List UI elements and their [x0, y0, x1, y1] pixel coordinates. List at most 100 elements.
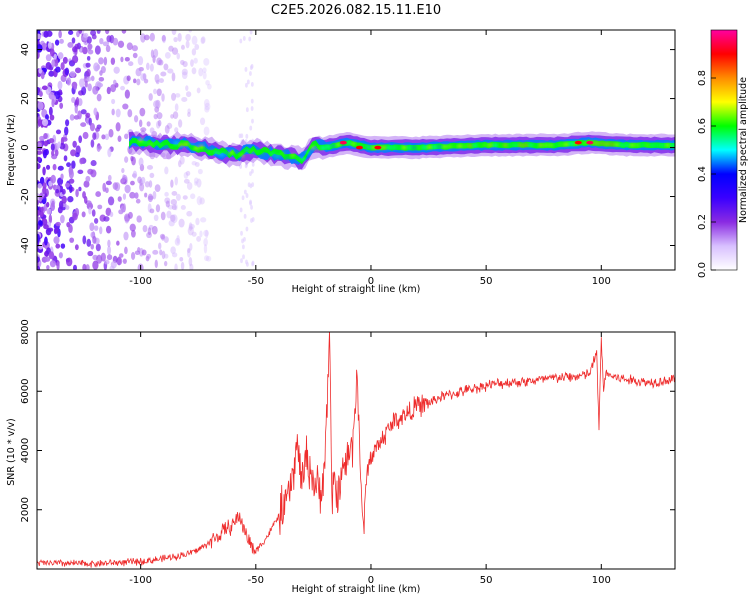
noise-speck [196, 87, 201, 94]
noise-speck [131, 45, 138, 52]
noise-speck [71, 37, 76, 44]
noise-speck [139, 182, 145, 192]
noise-speck [163, 63, 169, 71]
noise-speck [57, 141, 61, 148]
noise-speck [187, 111, 191, 118]
noise-speck [92, 85, 99, 95]
noise-speck [121, 176, 126, 183]
signal-core [568, 142, 574, 146]
noise-speck [204, 106, 210, 113]
noise-speck [46, 30, 53, 37]
noise-speck [78, 30, 83, 34]
noise-speck [118, 253, 124, 258]
noise-speck [139, 107, 146, 117]
noise-speck [58, 252, 63, 259]
noise-speck [93, 107, 98, 116]
noise-speck [45, 164, 51, 170]
noise-speck [187, 108, 191, 114]
noise-speck [67, 42, 74, 48]
noise-speck [124, 56, 130, 62]
noise-speck [248, 36, 252, 42]
noise-speck [110, 57, 116, 65]
noise-speck [87, 250, 94, 257]
noise-speck [89, 123, 95, 132]
colorbar-ticks: 0.0 0.2 0.4 0.6 0.8 [697, 70, 716, 278]
signal-core [224, 152, 230, 155]
noise-speck [63, 155, 68, 162]
noise-speck [86, 55, 91, 61]
noise-speck [60, 214, 65, 224]
snr-y-label: SNR (10 * v/v) [6, 418, 17, 486]
noise-speck [137, 176, 142, 184]
noise-speck [167, 68, 174, 74]
noise-speck [186, 210, 193, 217]
noise-speck [191, 35, 198, 45]
noise-speck [171, 47, 179, 55]
signal-core [401, 146, 407, 149]
noise-speck [93, 218, 99, 224]
noise-speck [55, 129, 62, 135]
noise-speck [117, 135, 122, 143]
noise-speck [49, 260, 56, 268]
noise-speck [60, 62, 65, 70]
spectrogram-y-label: Frequency (Hz) [6, 114, 17, 186]
noise-speck [47, 41, 52, 49]
noise-speck [107, 196, 115, 206]
noise-speck [37, 101, 44, 111]
noise-speck [130, 180, 135, 186]
signal-core [437, 145, 443, 149]
noise-speck [202, 67, 207, 74]
noise-speck [131, 229, 136, 238]
noise-speck [171, 214, 178, 224]
noise-speck [205, 229, 209, 239]
noise-speck [185, 170, 191, 176]
noise-speck [43, 132, 48, 140]
noise-speck [79, 78, 85, 88]
noise-speck [70, 149, 77, 157]
signal-core [563, 142, 569, 146]
noise-speck [200, 37, 205, 45]
noise-speck [196, 178, 202, 188]
noise-speck [68, 169, 74, 179]
noise-speck [174, 263, 178, 270]
noise-speck [124, 133, 129, 140]
peak-amplitude-mark [374, 145, 382, 150]
noise-speck [110, 260, 117, 269]
noise-speck [51, 59, 56, 68]
noise-speck [37, 50, 40, 59]
noise-speck [56, 261, 60, 270]
noise-speck [105, 225, 112, 234]
noise-speck [240, 258, 243, 264]
noise-speck [207, 83, 212, 90]
noise-speck [171, 92, 177, 101]
signal-core [274, 154, 280, 158]
signal-core [269, 152, 275, 156]
noise-speck [156, 88, 162, 97]
signal-core [452, 144, 458, 148]
noise-speck [199, 117, 206, 126]
noise-speck [87, 83, 92, 92]
noise-speck [197, 168, 203, 175]
noise-speck [78, 186, 82, 192]
x-tick-label: 0 [368, 276, 374, 287]
noise-speck [99, 226, 103, 235]
y-tick-label: 20 [20, 92, 31, 105]
signal-core [447, 144, 453, 148]
noise-speck [103, 56, 108, 66]
noise-speck [86, 76, 92, 82]
noise-speck [75, 96, 80, 106]
noise-speck [116, 240, 120, 246]
noise-speck [163, 236, 169, 243]
noise-speck [186, 181, 193, 190]
noise-speck [52, 163, 57, 171]
noise-speck [81, 211, 86, 218]
noise-speck [43, 140, 49, 147]
noise-speck [205, 79, 210, 86]
signal-core [634, 143, 640, 147]
noise-speck [250, 205, 253, 210]
noise-speck [152, 249, 159, 255]
noise-speck [131, 193, 139, 198]
noise-speck [54, 226, 59, 234]
noise-speck [144, 181, 150, 188]
signal-core [173, 141, 179, 145]
